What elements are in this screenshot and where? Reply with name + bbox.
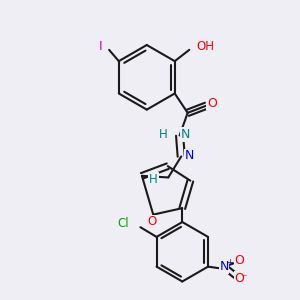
Text: Cl: Cl xyxy=(118,218,129,230)
Text: O: O xyxy=(207,97,217,110)
Text: O: O xyxy=(147,215,156,228)
Text: N: N xyxy=(181,128,190,141)
Text: N: N xyxy=(185,149,194,162)
Text: H: H xyxy=(149,172,158,186)
Text: I: I xyxy=(99,40,103,53)
Text: OH: OH xyxy=(196,40,214,53)
Text: +: + xyxy=(226,258,233,267)
Text: H: H xyxy=(159,128,167,141)
Text: N: N xyxy=(220,260,229,273)
Text: O: O xyxy=(234,254,244,267)
Text: ⁻: ⁻ xyxy=(242,273,247,283)
Text: O: O xyxy=(234,272,244,285)
